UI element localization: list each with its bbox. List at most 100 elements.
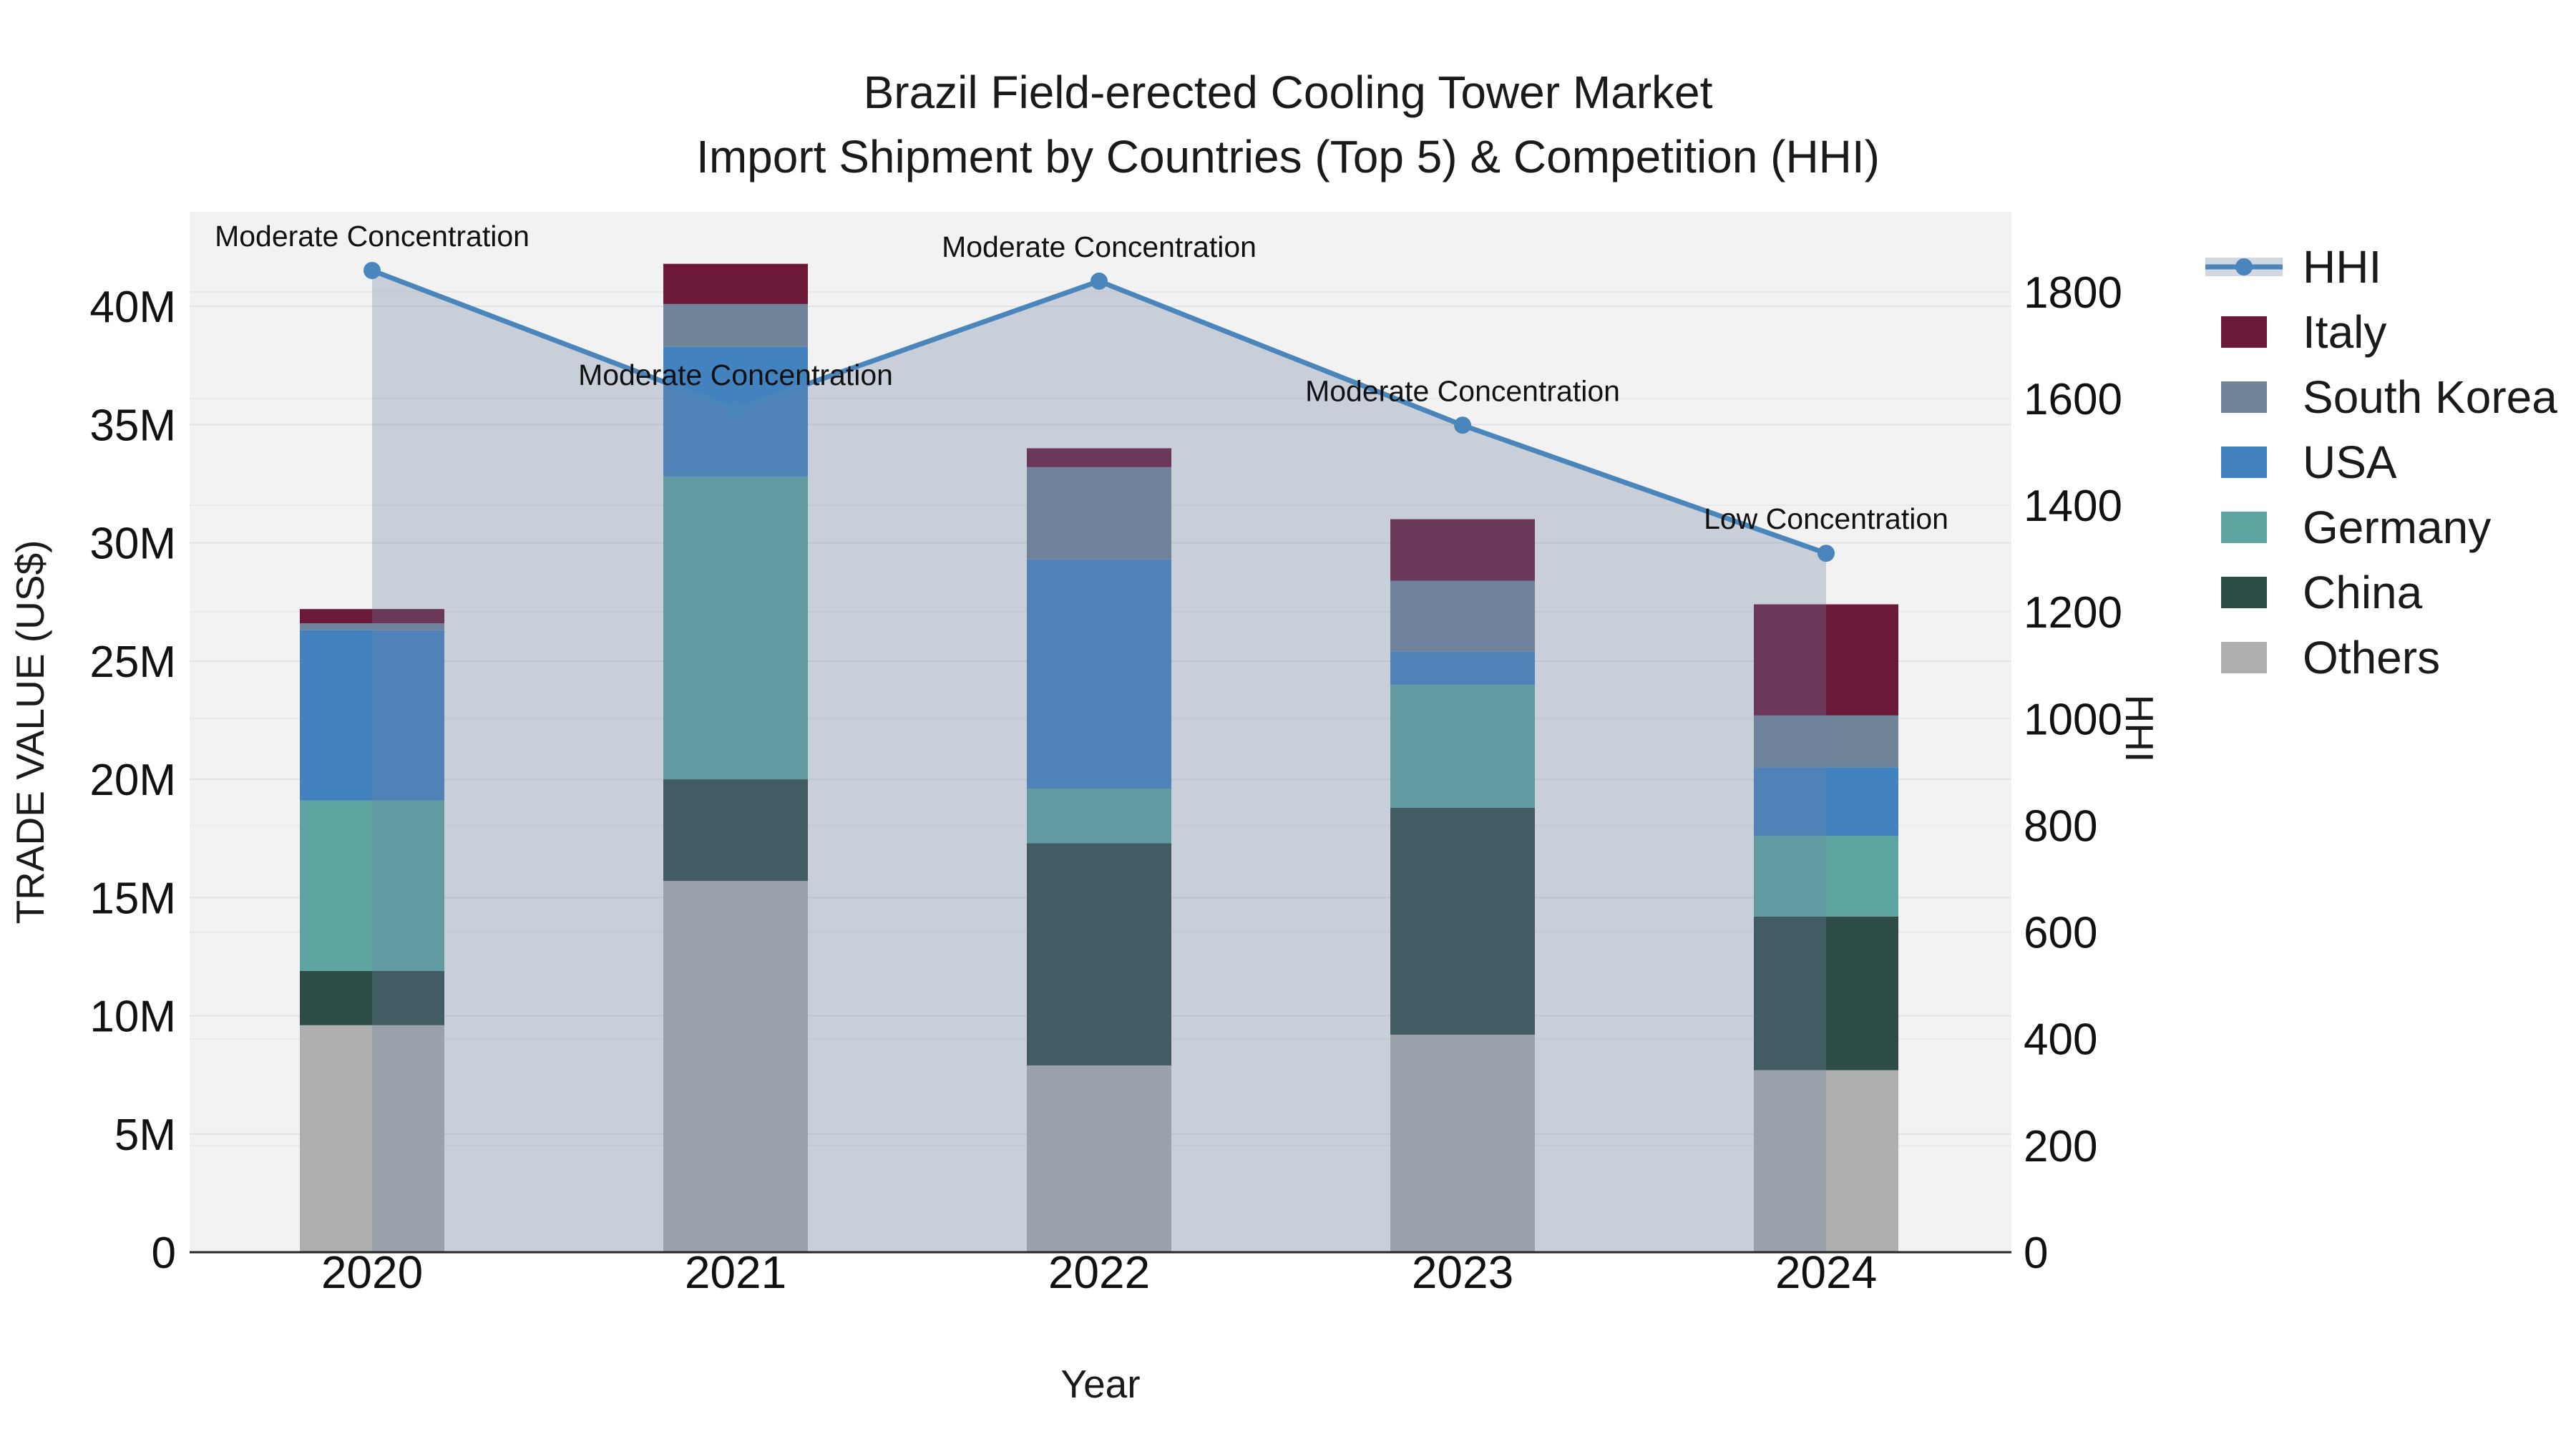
bar-segment-others-2022 [1027, 1065, 1171, 1252]
y-tick-left-10M: 10M [89, 992, 176, 1042]
legend-item-usa: USA [2205, 429, 2557, 494]
legend-item-germany: Germany [2205, 494, 2557, 560]
bar-segment-south-korea-2020 [300, 623, 444, 630]
y-tick-right-1400: 1400 [2024, 482, 2122, 531]
annotation-2021: Moderate Concentration [578, 358, 893, 391]
bar-segment-others-2021 [663, 881, 808, 1252]
y-tick-left-30M: 30M [89, 519, 176, 569]
bar-segment-italy-2020 [300, 609, 444, 623]
bar-segment-germany-2020 [300, 800, 444, 971]
y-axis-title-left: TRADE VALUE (US$) [8, 540, 52, 924]
bar-segment-others-2020 [300, 1025, 444, 1252]
annotation-2023: Moderate Concentration [1305, 374, 1620, 407]
hhi-area-swatch [2205, 257, 2283, 276]
annotation-2022: Moderate Concentration [942, 230, 1257, 263]
y-tick-left-40M: 40M [89, 283, 176, 332]
legend-label: Others [2303, 631, 2441, 683]
bar-segment-italy-2022 [1027, 448, 1171, 467]
hhi-marker-2023 [1454, 416, 1471, 434]
legend-swatch-icon [2205, 511, 2283, 543]
bar-segment-usa-2020 [300, 630, 444, 801]
legend-swatch-icon [2205, 381, 2283, 413]
bar-segment-italy-2024 [1754, 604, 1898, 716]
color-swatch-others [2221, 641, 2267, 673]
legend-swatch-icon [2205, 641, 2283, 673]
bar-segment-usa-2024 [1754, 767, 1898, 836]
legend-label: Italy [2303, 306, 2387, 358]
y-tick-left-5M: 5M [114, 1111, 176, 1160]
x-tick-2020: 2020 [321, 1246, 423, 1298]
legend-item-south-korea: South Korea [2205, 364, 2557, 429]
legend-item-china: China [2205, 560, 2557, 625]
bar-segment-south-korea-2021 [663, 303, 808, 347]
legend-label: Germany [2303, 501, 2492, 553]
color-swatch-germany [2221, 511, 2267, 543]
bar-segment-others-2024 [1754, 1070, 1898, 1252]
bar-segment-china-2021 [663, 779, 808, 882]
bar-segment-germany-2023 [1390, 684, 1535, 808]
y-tick-right-800: 800 [2024, 801, 2097, 851]
bar-segment-others-2023 [1390, 1034, 1535, 1252]
legend-label: South Korea [2303, 371, 2557, 423]
y-tick-left-15M: 15M [89, 874, 176, 923]
legend-swatch-icon [2205, 446, 2283, 478]
annotation-2024: Low Concentration [1704, 502, 1948, 535]
bar-segment-china-2024 [1754, 916, 1898, 1070]
bar-segment-italy-2021 [663, 263, 808, 304]
hhi-line-swatch-icon [2205, 257, 2283, 276]
color-swatch-south-korea [2221, 381, 2267, 413]
legend: HHI Italy South Korea USA Germany China Others [2205, 234, 2557, 690]
hhi-marker-2020 [364, 262, 381, 280]
x-tick-2022: 2022 [1048, 1246, 1150, 1298]
y-tick-right-1800: 1800 [2024, 268, 2122, 318]
legend-item-italy: Italy [2205, 299, 2557, 364]
color-swatch-usa [2221, 446, 2267, 478]
bar-segment-south-korea-2023 [1390, 580, 1535, 652]
legend-label: China [2303, 566, 2423, 618]
y-tick-right-200: 200 [2024, 1122, 2097, 1171]
hhi-marker-2024 [1818, 545, 1835, 562]
y-tick-right-1000: 1000 [2024, 695, 2122, 744]
y-tick-left-0: 0 [152, 1229, 176, 1278]
chart-title-line1: Brazil Field-erected Cooling Tower Marke… [863, 67, 1713, 118]
y-tick-left-25M: 25M [89, 638, 176, 687]
bar-segment-germany-2021 [663, 477, 808, 780]
color-swatch-china [2221, 576, 2267, 608]
annotation-2020: Moderate Concentration [215, 220, 530, 253]
hhi-area [372, 270, 1826, 1252]
y-tick-left-20M: 20M [89, 756, 176, 805]
hhi-marker-2021 [727, 400, 744, 418]
chart-title: Brazil Field-erected Cooling Tower Marke… [0, 60, 2576, 189]
x-axis-title: Year [1060, 1362, 1141, 1406]
bar-segment-germany-2024 [1754, 836, 1898, 917]
color-swatch-italy [2221, 316, 2267, 348]
legend-item-others: Others [2205, 625, 2557, 690]
x-tick-2023: 2023 [1412, 1246, 1513, 1298]
hhi-marker-glyph [2235, 258, 2253, 275]
y-tick-right-0: 0 [2024, 1229, 2048, 1278]
y-tick-left-35M: 35M [89, 401, 176, 450]
y-tick-right-1600: 1600 [2024, 375, 2122, 424]
y-tick-right-600: 600 [2024, 909, 2097, 958]
legend-swatch-icon [2205, 316, 2283, 348]
y-axis-title-right: HHI [2117, 694, 2162, 763]
bar-segment-usa-2023 [1390, 651, 1535, 685]
legend-swatch-icon [2205, 576, 2283, 608]
chart-title-line2: Import Shipment by Countries (Top 5) & C… [696, 131, 1880, 182]
bar-segment-china-2022 [1027, 843, 1171, 1065]
bar-segment-usa-2022 [1027, 559, 1171, 789]
bar-segment-south-korea-2024 [1754, 715, 1898, 768]
bar-segment-china-2023 [1390, 807, 1535, 1035]
legend-item-hhi: HHI [2205, 234, 2557, 299]
legend-label: HHI [2303, 240, 2382, 293]
bar-segment-italy-2023 [1390, 519, 1535, 581]
x-tick-2021: 2021 [685, 1246, 786, 1298]
x-tick-2024: 2024 [1775, 1246, 1877, 1298]
y-tick-right-1200: 1200 [2024, 588, 2122, 638]
bar-segment-china-2020 [300, 970, 444, 1025]
y-tick-right-400: 400 [2024, 1015, 2097, 1065]
legend-label: USA [2303, 436, 2397, 488]
hhi-marker-2022 [1091, 272, 1108, 290]
bar-segment-germany-2022 [1027, 789, 1171, 844]
